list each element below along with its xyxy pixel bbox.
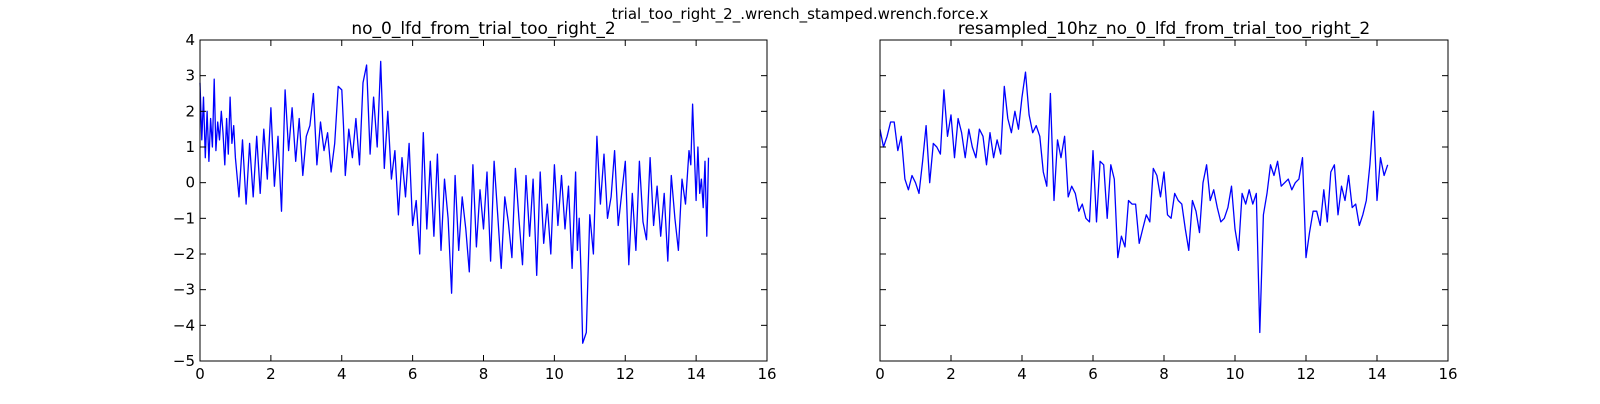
series-line-1 [879, 71, 1389, 334]
x-tick-label: 16 [1438, 365, 1457, 383]
x-tick-label: 10 [1225, 365, 1244, 383]
y-tick-label: −2 [173, 245, 195, 263]
x-tick-label: 8 [479, 365, 489, 383]
x-tick-label: 12 [1296, 365, 1315, 383]
subplot-title: no_0_lfd_from_trial_too_right_2 [351, 19, 615, 39]
x-tick-label: 16 [757, 365, 776, 383]
x-tick-label: 8 [1159, 365, 1169, 383]
subplot-title: resampled_10hz_no_0_lfd_from_trial_too_r… [958, 19, 1370, 39]
figure-title: trial_too_right_2_.wrench_stamped.wrench… [611, 5, 989, 23]
chart-panel-1: 0 2 4 6 8 10 12 14 16−5−4−3−2−101234no_0_lfd_fro… [173, 19, 777, 383]
x-tick-label: 0 [195, 365, 205, 383]
x-tick-label: 6 [1088, 365, 1098, 383]
y-tick-label: 2 [185, 102, 195, 120]
y-tick-label: −3 [173, 281, 195, 299]
y-tick-label: 1 [185, 138, 195, 156]
x-tick-label: 14 [1367, 365, 1386, 383]
plot-frame [879, 39, 1449, 362]
x-tick-label: 12 [616, 365, 635, 383]
x-tick-label: 2 [266, 365, 276, 383]
y-tick-label: −5 [173, 352, 195, 370]
x-tick-label: 10 [545, 365, 564, 383]
series-line-1 [199, 60, 710, 344]
plot-frame [199, 39, 768, 362]
y-tick-label: −4 [173, 316, 195, 334]
chart-panel-2: 0 2 4 6 8 10 12 14 16 resampled_10hz_no_0_lfd_fro… [875, 19, 1457, 383]
y-tick-label: 0 [185, 174, 195, 192]
x-tick-label: 4 [337, 365, 347, 383]
x-tick-label: 2 [946, 365, 956, 383]
y-tick-label: 3 [185, 67, 195, 85]
x-tick-label: 6 [408, 365, 418, 383]
y-tick-label: 4 [185, 31, 195, 49]
x-tick-label: 0 [875, 365, 885, 383]
x-tick-label: 14 [687, 365, 706, 383]
y-tick-label: −1 [173, 209, 195, 227]
x-tick-label: 4 [1017, 365, 1027, 383]
